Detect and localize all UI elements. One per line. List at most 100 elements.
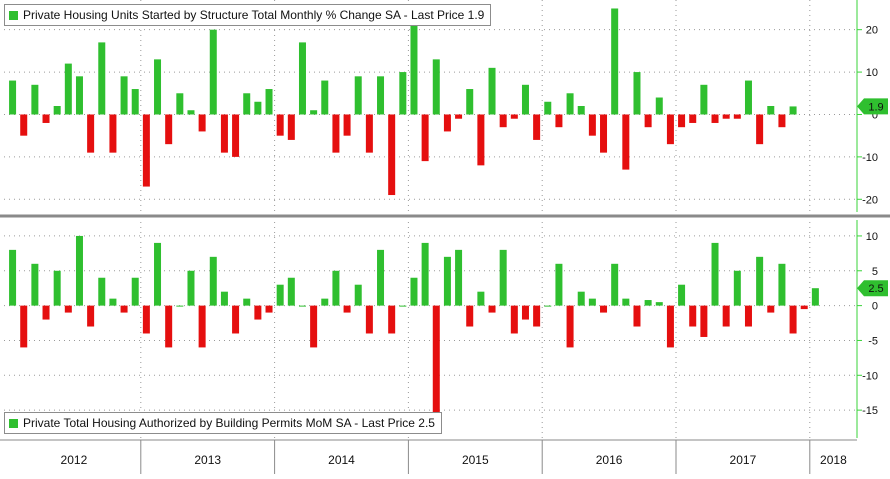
bar [555,263,563,306]
bar [466,89,474,115]
bar [232,305,240,334]
y-tick-label: -10 [862,152,878,164]
x-tick-label: 2014 [328,453,355,467]
bar [232,114,240,157]
bar [689,305,697,327]
bar [310,305,318,348]
bar [154,59,162,115]
bar [689,114,697,123]
bar [399,72,407,115]
bar [343,114,351,136]
bar [644,114,652,128]
bar [488,67,496,115]
bar [165,114,173,145]
bar [187,270,195,306]
bar [521,305,529,320]
bar [600,305,608,313]
bar [566,93,574,115]
bar [377,249,385,306]
bar [711,114,719,123]
bar [20,114,28,136]
bar [321,80,329,115]
housing-starts-panel: 20 10 0 -10 -20 1.9 [4,0,888,212]
y-tick-label: 20 [866,25,878,37]
bar [53,106,61,115]
bar [678,114,686,128]
bar [31,84,39,115]
last-value-label: 2.5 [868,283,883,295]
bar [220,291,228,306]
bar [131,277,139,306]
x-tick-label: 2015 [462,453,489,467]
y-tick-label: -20 [862,194,878,206]
bar [109,114,117,153]
bar [622,114,630,170]
building-permits-panel: 10 5 0 -5 -10 -15 2.5 [4,222,888,438]
bar [120,76,128,115]
bar [165,305,173,348]
bar [142,114,150,187]
bar [756,256,764,306]
bar [811,288,819,306]
last-value-tag [857,98,888,115]
bar [510,305,518,334]
x-tick-label: 2018 [820,453,847,467]
bar [700,305,708,337]
bar [477,291,485,306]
bar [298,42,306,115]
bar [220,114,228,153]
bar [521,84,529,115]
bar [310,110,318,115]
bar [577,106,585,115]
bar [332,114,340,153]
bar [365,305,373,334]
bar [533,305,541,327]
bar [410,21,418,115]
bar [120,305,128,313]
bar [633,72,641,115]
bar [644,300,652,306]
bar [53,270,61,306]
bar [9,249,17,306]
bar [421,242,429,306]
bar [544,101,552,115]
bar [577,291,585,306]
y-tick-label: 10 [866,231,878,243]
y-tick-label: 5 [872,266,878,278]
bar [488,305,496,313]
last-value-tag [857,280,888,297]
bar [265,305,273,313]
bar [276,114,284,136]
y-tick-label: -10 [862,370,878,382]
bar [544,305,552,307]
bar [42,114,50,123]
y-tick-label: 0 [872,301,878,313]
bar [443,114,451,132]
bar [443,256,451,306]
bar [455,249,463,306]
bar [75,76,83,115]
bar [432,305,440,432]
bar [343,305,351,313]
bar [332,270,340,306]
bar [198,305,206,348]
bar [789,305,797,334]
bar [209,29,217,115]
bar [588,298,596,306]
bar [778,263,786,306]
bar [566,305,574,348]
y-tick-label: -5 [868,335,878,347]
bar [588,114,596,136]
housing-starts-legend-label: Private Housing Units Started by Structu… [23,8,485,22]
bar [510,114,518,119]
bar [722,114,730,119]
bar [666,305,674,348]
bar [142,305,150,334]
bar [131,89,139,115]
bar [655,302,663,306]
bar [678,284,686,306]
bar [744,305,752,327]
bar [477,114,485,166]
